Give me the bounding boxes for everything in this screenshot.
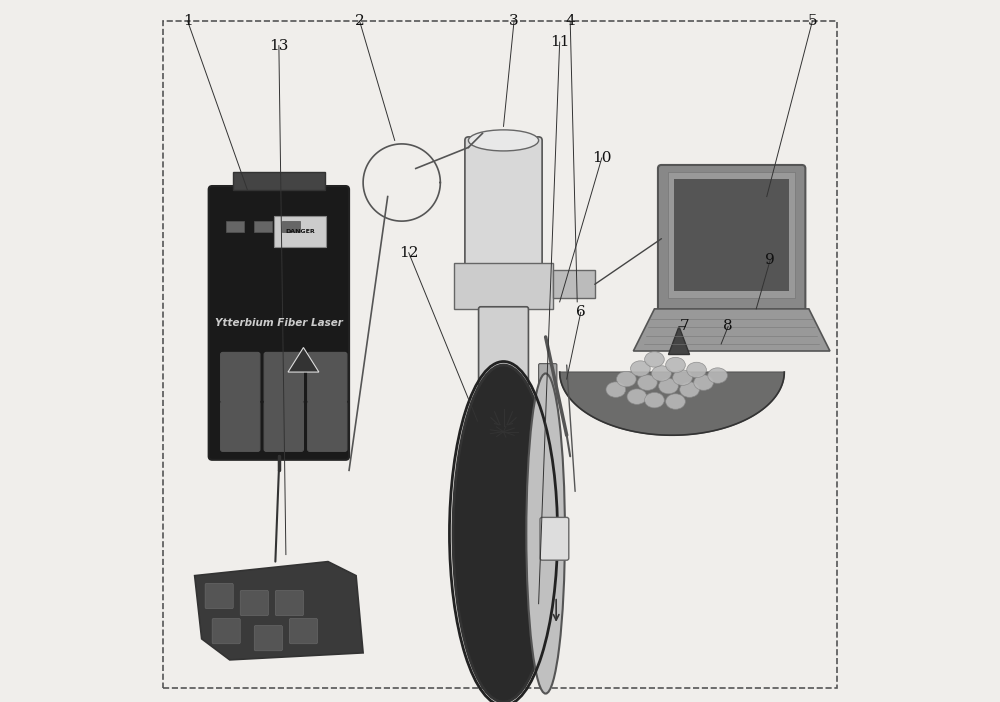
Ellipse shape	[606, 382, 626, 397]
FancyBboxPatch shape	[540, 517, 569, 560]
FancyBboxPatch shape	[254, 625, 282, 651]
Text: 12: 12	[399, 246, 418, 260]
Polygon shape	[481, 400, 526, 435]
FancyBboxPatch shape	[668, 172, 795, 298]
Text: DANGER: DANGER	[285, 229, 315, 234]
Ellipse shape	[666, 357, 685, 373]
Ellipse shape	[453, 365, 554, 702]
Text: 8: 8	[723, 319, 733, 333]
Text: 9: 9	[765, 253, 775, 267]
Text: 6: 6	[576, 305, 586, 319]
Ellipse shape	[708, 368, 727, 383]
Text: 5: 5	[808, 14, 817, 28]
FancyBboxPatch shape	[308, 352, 347, 402]
Text: 1: 1	[183, 14, 192, 28]
FancyBboxPatch shape	[274, 216, 326, 247]
Ellipse shape	[631, 361, 650, 376]
Ellipse shape	[468, 130, 539, 151]
FancyBboxPatch shape	[282, 221, 300, 232]
Polygon shape	[288, 347, 319, 372]
Ellipse shape	[666, 394, 685, 409]
FancyBboxPatch shape	[226, 221, 244, 232]
Text: 10: 10	[592, 151, 612, 165]
Ellipse shape	[645, 392, 664, 408]
FancyBboxPatch shape	[205, 583, 233, 609]
Text: 4: 4	[565, 14, 575, 28]
Text: 11: 11	[550, 35, 569, 49]
Text: 2: 2	[355, 14, 364, 28]
Ellipse shape	[694, 375, 713, 390]
Ellipse shape	[680, 382, 699, 397]
FancyBboxPatch shape	[233, 172, 324, 190]
Polygon shape	[560, 372, 784, 435]
FancyBboxPatch shape	[212, 618, 240, 644]
Ellipse shape	[645, 352, 664, 367]
Ellipse shape	[673, 370, 692, 385]
FancyBboxPatch shape	[465, 137, 542, 270]
Polygon shape	[195, 562, 363, 660]
FancyBboxPatch shape	[264, 352, 303, 402]
Polygon shape	[668, 326, 690, 355]
Polygon shape	[633, 309, 830, 351]
FancyBboxPatch shape	[553, 270, 595, 298]
FancyBboxPatch shape	[264, 402, 303, 451]
Ellipse shape	[652, 366, 671, 381]
Ellipse shape	[526, 373, 565, 694]
Text: 13: 13	[269, 39, 289, 53]
FancyBboxPatch shape	[674, 179, 789, 291]
Ellipse shape	[638, 375, 657, 390]
Text: 7: 7	[680, 319, 689, 333]
Ellipse shape	[687, 362, 706, 378]
Text: 3: 3	[509, 14, 519, 28]
FancyBboxPatch shape	[240, 590, 268, 616]
Ellipse shape	[659, 378, 678, 394]
FancyBboxPatch shape	[539, 364, 557, 423]
FancyBboxPatch shape	[289, 618, 317, 644]
FancyBboxPatch shape	[479, 307, 528, 402]
FancyBboxPatch shape	[454, 263, 553, 309]
Ellipse shape	[617, 371, 636, 387]
Ellipse shape	[627, 389, 647, 404]
Text: Ytterbium Fiber Laser: Ytterbium Fiber Laser	[215, 318, 343, 328]
FancyBboxPatch shape	[209, 186, 349, 460]
FancyBboxPatch shape	[308, 402, 347, 451]
FancyBboxPatch shape	[254, 221, 272, 232]
FancyBboxPatch shape	[221, 352, 260, 402]
FancyBboxPatch shape	[275, 590, 303, 616]
FancyBboxPatch shape	[221, 402, 260, 451]
FancyBboxPatch shape	[658, 165, 805, 312]
